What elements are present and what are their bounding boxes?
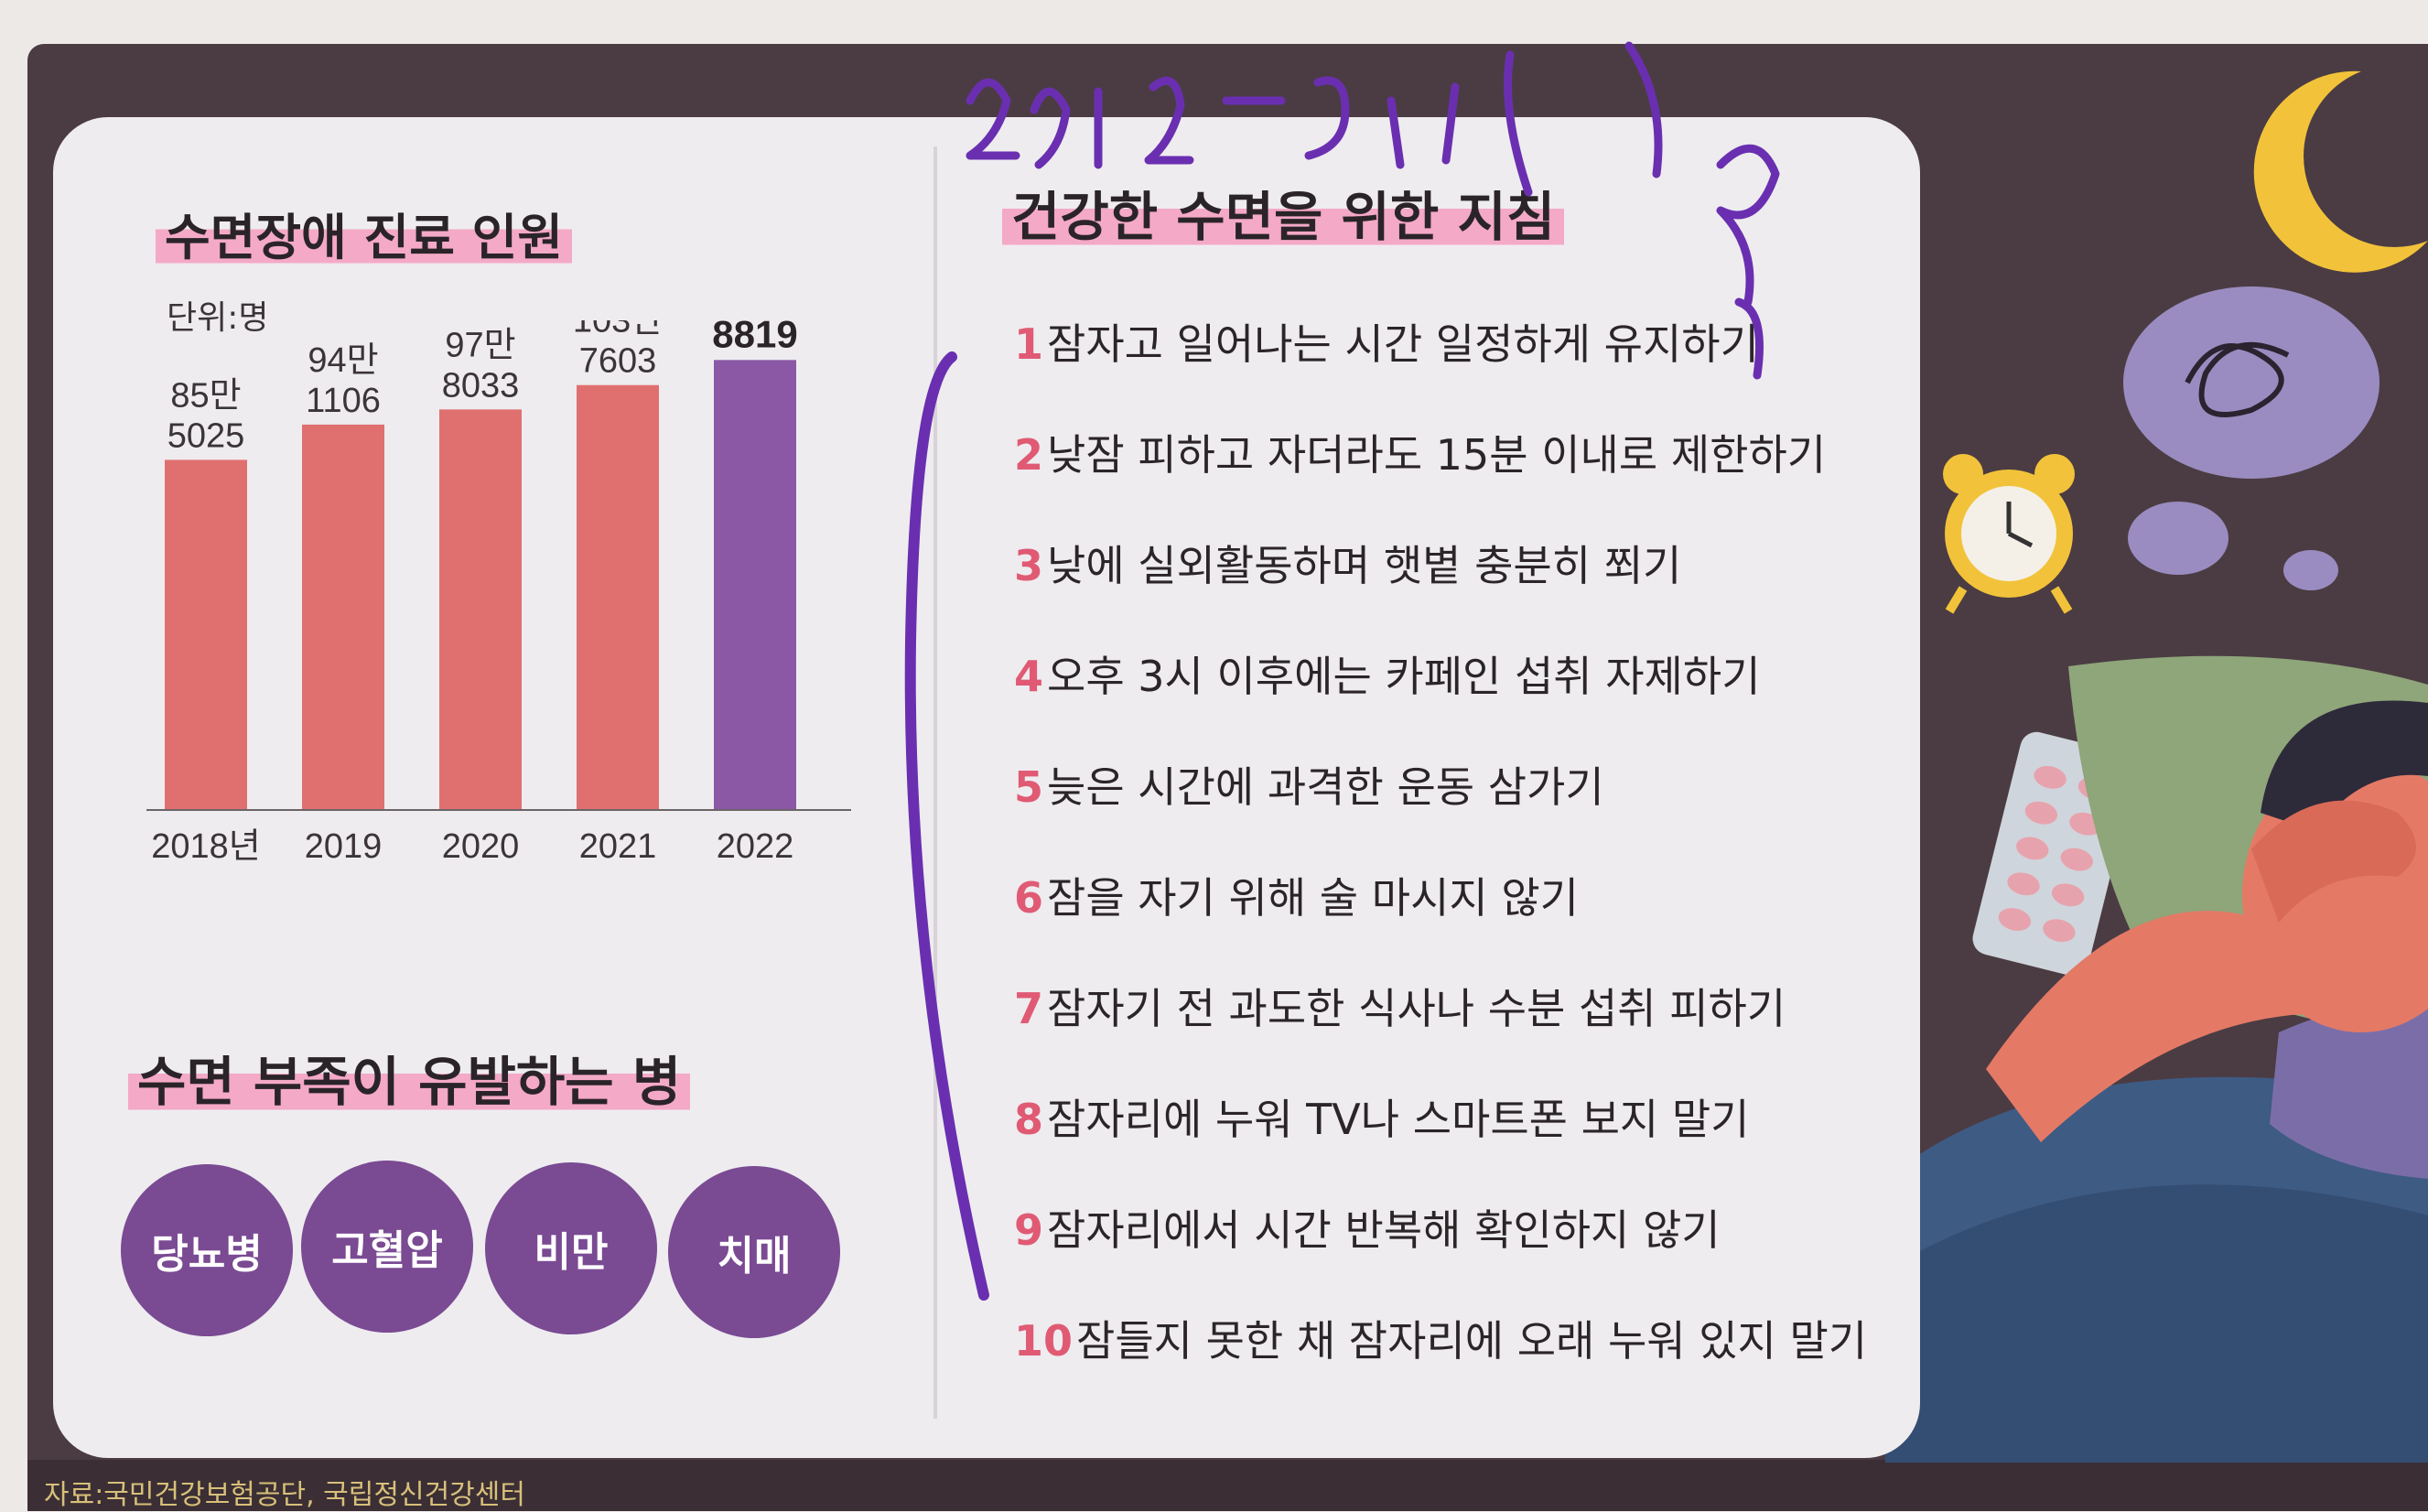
alarm-clock-icon xyxy=(1943,454,2075,614)
data-label-1-bottom: 1106 xyxy=(306,382,381,420)
guideline-item-9: 9잠자리에서 시간 반복해 확인하지 않기 xyxy=(1014,1197,1867,1308)
guideline-text: 잠자리에 누워 TV나 스마트폰 보지 말기 xyxy=(1047,1095,1750,1144)
guideline-number: 8 xyxy=(1014,1095,1044,1144)
guidelines-title: 건강한 수면을 위한 지침 xyxy=(1002,174,1565,251)
bar-1 xyxy=(302,424,384,810)
guideline-number: 1 xyxy=(1014,319,1044,369)
bar-3 xyxy=(577,384,659,810)
guideline-item-3: 3낮에 실외활동하며 햇볕 충분히 쬐기 xyxy=(1014,533,1867,643)
guideline-item-5: 5늦은 시간에 과격한 운동 삼가기 xyxy=(1014,754,1867,865)
guideline-item-2: 2낮잠 피하고 자더라도 15분 이내로 제한하기 xyxy=(1014,422,1867,533)
x-tick-label-0: 2018년 xyxy=(151,827,261,866)
guideline-text: 잠자고 일어나는 시간 일정하게 유지하기 xyxy=(1047,319,1759,369)
guideline-number: 2 xyxy=(1014,430,1044,480)
disease-badge-diabetes: 당뇨병 xyxy=(121,1164,293,1336)
guideline-item-1: 1잠자고 일어나는 시간 일정하게 유지하기 xyxy=(1014,311,1867,422)
guideline-text: 잠자기 전 과도한 식사나 수분 섭취 피하기 xyxy=(1047,984,1786,1033)
guideline-text: 잠을 자기 위해 술 마시지 않기 xyxy=(1047,873,1579,923)
bar-0 xyxy=(165,459,247,810)
guideline-text: 잠자리에서 시간 반복해 확인하지 않기 xyxy=(1047,1205,1721,1255)
guideline-text: 오후 3시 이후에는 카페인 섭취 자제하기 xyxy=(1047,652,1761,701)
data-label-2-top: 97만 xyxy=(445,326,515,364)
bar-2 xyxy=(439,409,522,810)
chart-title: 수면장애 진료 인원 xyxy=(156,197,573,269)
unit-label: 단위:명 xyxy=(167,299,269,337)
guideline-item-8: 8잠자리에 누워 TV나 스마트폰 보지 말기 xyxy=(1014,1086,1867,1197)
x-tick-label-3: 2021 xyxy=(579,827,657,866)
guideline-number: 9 xyxy=(1014,1205,1044,1255)
data-label-4-bottom: 8819 xyxy=(712,320,797,355)
guideline-item-7: 7잠자기 전 과도한 식사나 수분 섭취 피하기 xyxy=(1014,976,1867,1086)
data-label-3-bottom: 7603 xyxy=(579,342,657,381)
disease-badge-hypertension: 고혈압 xyxy=(301,1161,473,1333)
x-tick-label-2: 2020 xyxy=(442,827,520,866)
pen-bracket-mark xyxy=(904,351,989,1301)
guideline-text: 잠들지 못한 채 잠자리에 오래 누워 있지 말기 xyxy=(1076,1316,1868,1366)
x-tick-label-4: 2022 xyxy=(717,827,794,866)
x-tick-label-1: 2019 xyxy=(305,827,383,866)
moon-icon xyxy=(2253,70,2428,273)
guideline-item-6: 6잠을 자기 위해 술 마시지 않기 xyxy=(1014,865,1867,976)
guidelines-list: 1잠자고 일어나는 시간 일정하게 유지하기 2낮잠 피하고 자더라도 15분 … xyxy=(1014,311,1867,1419)
guideline-number: 4 xyxy=(1014,652,1044,701)
data-label-1-top: 94만 xyxy=(308,341,378,380)
disease-badge-dementia: 치매 xyxy=(668,1166,840,1338)
pen-date-scribble xyxy=(966,41,1780,380)
bar-4 xyxy=(714,360,796,810)
guideline-number: 10 xyxy=(1014,1316,1074,1366)
guideline-number: 7 xyxy=(1014,984,1044,1033)
panel-divider xyxy=(933,146,937,1419)
guideline-text: 늦은 시간에 과격한 운동 삼가기 xyxy=(1047,762,1604,812)
data-label-0-top: 85만 xyxy=(170,376,241,415)
sleeping-person-illustration xyxy=(1885,70,2428,1463)
bottom-strip xyxy=(27,1460,2428,1511)
guideline-number: 5 xyxy=(1014,762,1044,812)
guideline-text: 낮잠 피하고 자더라도 15분 이내로 제한하기 xyxy=(1047,430,1827,480)
guideline-number: 3 xyxy=(1014,541,1044,590)
guideline-text: 낮에 실외활동하며 햇볕 충분히 쬐기 xyxy=(1047,541,1682,590)
source-line: 자료:국민건강보험공단, 국립정신건강센터 xyxy=(44,1479,525,1511)
data-label-2-bottom: 8033 xyxy=(442,366,520,405)
guideline-item-4: 4오후 3시 이후에는 카페인 섭취 자제하기 xyxy=(1014,643,1867,754)
guideline-item-10: 10잠들지 못한 채 잠자리에 오래 누워 있지 말기 xyxy=(1014,1308,1867,1419)
data-label-3-top: 103만 xyxy=(573,320,663,340)
disease-title: 수면 부족이 유발하는 병 xyxy=(128,1039,691,1116)
disease-list: 당뇨병 고혈압 비만 치매 xyxy=(121,1161,853,1344)
data-label-0-bottom: 5025 xyxy=(167,416,245,455)
guideline-number: 6 xyxy=(1014,873,1044,923)
disease-badge-obesity: 비만 xyxy=(485,1162,657,1334)
thought-bubble-icon xyxy=(2123,286,2379,479)
